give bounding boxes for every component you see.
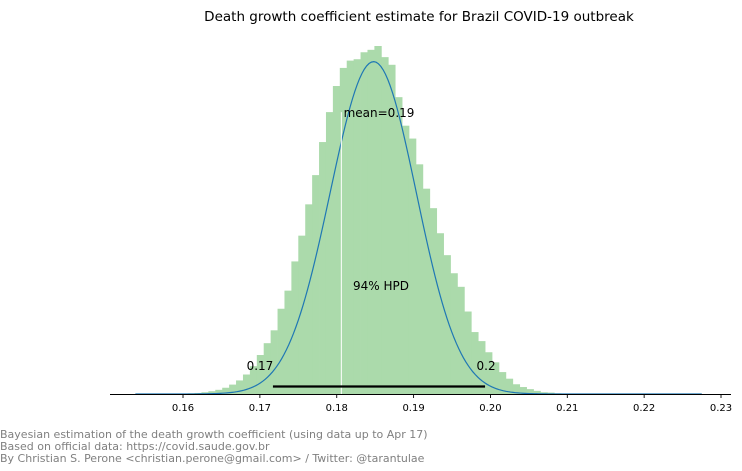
histogram-bar bbox=[540, 392, 548, 394]
histogram-bar bbox=[388, 64, 396, 394]
histogram-bar bbox=[249, 366, 258, 394]
histogram-bar bbox=[415, 164, 424, 394]
histogram-bar bbox=[353, 59, 361, 394]
x-tick-label: 0.17 bbox=[249, 403, 271, 414]
footer-notes: Bayesian estimation of the death growth … bbox=[0, 429, 428, 464]
histogram-bar bbox=[242, 374, 251, 394]
histogram-bar bbox=[215, 389, 223, 394]
histogram-bar bbox=[229, 384, 237, 394]
hpd-label: 94% HPD bbox=[353, 279, 409, 293]
histogram-bar bbox=[436, 233, 444, 394]
chart-title: Death growth coefficient estimate for Br… bbox=[204, 9, 634, 25]
histogram-bar bbox=[505, 378, 514, 394]
histogram-bar bbox=[201, 392, 209, 394]
x-tick-label: 0.23 bbox=[710, 403, 732, 414]
annotations: 94% HPD mean=0.19 0.17 0.2 bbox=[247, 106, 496, 394]
histogram-bar bbox=[325, 112, 334, 395]
histogram-bar bbox=[450, 273, 458, 394]
histogram-bar bbox=[478, 341, 486, 394]
x-axis: 0.16 0.17 0.18 0.19 0.20 0.21 0.22 0.23 bbox=[110, 394, 732, 414]
histogram-bar bbox=[277, 308, 285, 394]
histogram-bar bbox=[332, 86, 341, 395]
density-curve bbox=[135, 61, 702, 395]
histogram-bar bbox=[305, 204, 313, 394]
histogram-bar bbox=[367, 49, 375, 394]
histogram-bar bbox=[339, 67, 348, 395]
histogram-bar bbox=[408, 138, 417, 394]
footer-line-source: Based on official data: https://covid.sa… bbox=[0, 439, 270, 453]
hpd-lower-label: 0.17 bbox=[247, 359, 274, 373]
hpd-upper-label: 0.2 bbox=[477, 359, 496, 373]
histogram-bar bbox=[471, 332, 479, 394]
histogram-bar bbox=[395, 97, 403, 394]
histogram-bar bbox=[256, 355, 265, 394]
histogram-bar bbox=[547, 392, 555, 394]
x-tick-label: 0.21 bbox=[556, 403, 578, 414]
x-tick-label: 0.16 bbox=[172, 403, 194, 414]
histogram-bar bbox=[422, 188, 431, 394]
mean-label: mean=0.19 bbox=[344, 106, 415, 120]
histogram-bar bbox=[381, 57, 389, 394]
histogram-bars bbox=[187, 46, 569, 395]
footer-line-author: By Christian S. Perone <christian.perone… bbox=[0, 451, 425, 465]
x-tick-label: 0.20 bbox=[479, 403, 501, 414]
histogram-bar bbox=[512, 384, 521, 394]
histogram-bar bbox=[208, 391, 216, 394]
histogram-bar bbox=[270, 330, 278, 394]
histogram-bar bbox=[319, 142, 327, 394]
histogram-bar bbox=[263, 343, 272, 394]
histogram-bar bbox=[374, 46, 382, 394]
footer-line-estimation: Bayesian estimation of the death growth … bbox=[0, 428, 428, 441]
histogram-bar bbox=[526, 389, 534, 394]
histogram-bar bbox=[491, 362, 500, 394]
histogram-bar bbox=[519, 387, 527, 394]
histogram-bar bbox=[346, 60, 355, 395]
histogram-bar bbox=[236, 380, 244, 394]
histogram-bar bbox=[498, 372, 507, 394]
histogram-bar bbox=[402, 125, 410, 394]
histogram-bar bbox=[284, 290, 292, 394]
histogram-bar bbox=[222, 387, 230, 394]
histogram-bar bbox=[457, 286, 465, 394]
x-tick-label: 0.19 bbox=[402, 403, 424, 414]
histogram-bar bbox=[312, 175, 320, 394]
histogram-bar bbox=[429, 208, 438, 394]
histogram-bar bbox=[443, 255, 451, 394]
histogram-bar bbox=[485, 352, 493, 394]
x-tick-label: 0.18 bbox=[326, 403, 348, 414]
histogram-bar bbox=[533, 390, 541, 394]
x-tick-label: 0.22 bbox=[633, 403, 655, 414]
histogram-bar bbox=[360, 52, 368, 394]
histogram-bar bbox=[464, 311, 472, 394]
density-curve-layer bbox=[135, 61, 702, 395]
histogram-bar bbox=[298, 235, 306, 394]
